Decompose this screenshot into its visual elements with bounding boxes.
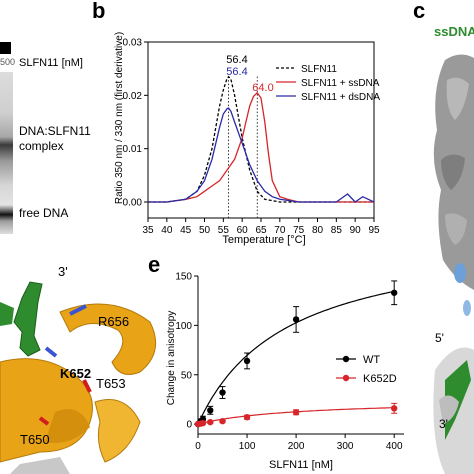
melt-legend-label: SLFN11 + dsDNA [301, 92, 380, 103]
melt-chart: 35 40 45 50 55 60 65 70 75 80 85 90 95 0.00 0.01 0.02 0.… [114, 32, 380, 246]
melt-chart-ytick-label: 0.03 [123, 38, 143, 49]
anisotropy-point [390, 289, 398, 296]
melt-chart-xtick-label: 70 [274, 225, 286, 236]
melt-legend-label: SLFN11 [301, 64, 337, 75]
melt-chart-ytick-label: 0.00 [123, 198, 143, 209]
panel-c-title: ssDNA [434, 24, 474, 39]
complex-label-1: DNA:SLFN11 [19, 124, 91, 138]
anisotropy-xtick-label: 200 [288, 441, 305, 452]
dna-5prime-label: 5' [435, 331, 444, 345]
melt-chart-xtick-label: 35 [142, 225, 154, 236]
peak-label-ssdna: 64.0 [252, 82, 273, 94]
residue-t650: T650 [20, 432, 50, 447]
dna-3prime-label-c: 3' [439, 417, 448, 431]
anisotropy-chart: 0 100 200 300 400 0 50 100 150 WT K652D SLFN11 [n… [166, 272, 404, 471]
gel-lane-bar [0, 42, 11, 54]
structure-closeup: 3' R656 K652 T653 T650 [0, 264, 157, 474]
melt-chart-xtick-label: 45 [180, 225, 192, 236]
anisotropy-xtick-label: 100 [239, 441, 256, 452]
anisotropy-point [390, 405, 398, 412]
free-dna-label: free DNA [19, 206, 69, 220]
melt-chart-xtick-label: 60 [237, 225, 249, 236]
anisotropy-point [292, 316, 300, 323]
residue-r656: R656 [98, 314, 129, 329]
melt-chart-ylabel: Ratio 350 nm / 330 nm (first derivative) [114, 32, 125, 204]
peak-label-slfn11: 56.4 [226, 54, 247, 66]
anisotropy-point [292, 409, 300, 416]
melt-series-2 [148, 107, 375, 203]
gel-lane-label: 500 [0, 57, 16, 67]
panel-c-letter: c [413, 0, 426, 23]
dna-3prime-label-d: 3' [58, 264, 68, 279]
melt-chart-xtick-label: 40 [161, 225, 173, 236]
anisotropy-point [219, 417, 226, 425]
anisotropy-xtick-label: 0 [195, 441, 201, 452]
melt-chart-ytick-label: 0.01 [123, 144, 143, 155]
panel-e-letter: e [148, 252, 161, 277]
anisotropy-point [207, 407, 214, 414]
melt-chart-xtick-label: 55 [218, 225, 230, 236]
cryo-em-density: 5' 3' [433, 54, 474, 474]
residue-t653: T653 [96, 376, 126, 391]
anisotropy-chart-ylabel: Change in anisotropy [166, 311, 177, 406]
concentration-label: SLFN11 [nM] [19, 57, 83, 69]
melt-chart-xtick-label: 90 [350, 225, 362, 236]
anisotropy-point [243, 357, 251, 365]
melt-chart-xtick-label: 50 [199, 225, 211, 236]
anisotropy-legend-marker [342, 374, 350, 382]
melt-chart-xtick-label: 75 [293, 225, 305, 236]
melt-chart-xtick-label: 65 [255, 225, 267, 236]
melt-chart-xlabel: Temperature [°C] [222, 234, 305, 246]
anisotropy-legend-label: K652D [363, 373, 397, 385]
anisotropy-xtick-label: 300 [337, 441, 354, 452]
anisotropy-legend-label: WT [363, 354, 380, 366]
melt-chart-ytick-label: 0.02 [123, 91, 143, 102]
complex-label-2: complex [19, 139, 64, 153]
anisotropy-ytick-label: 150 [175, 272, 192, 283]
anisotropy-point [243, 414, 251, 421]
gel-image [0, 72, 13, 234]
peak-label-dsdna: 56.4 [226, 66, 247, 78]
anisotropy-point [219, 389, 226, 396]
melt-chart-xtick-label: 85 [331, 225, 343, 236]
residue-k652: K652 [60, 366, 91, 381]
melt-chart-xtick-label: 80 [312, 225, 324, 236]
melt-chart-frame [147, 41, 375, 219]
anisotropy-legend-marker [342, 355, 350, 363]
panel-b-letter: b [92, 0, 106, 23]
anisotropy-point [207, 418, 214, 426]
anisotropy-ytick-label: 50 [181, 370, 193, 381]
melt-series-0 [148, 75, 374, 203]
anisotropy-point [199, 419, 207, 427]
anisotropy-ytick-label: 0 [186, 420, 192, 431]
anisotropy-ytick-label: 100 [175, 321, 192, 332]
anisotropy-chart-xlabel: SLFN11 [nM] [269, 459, 333, 471]
melt-legend-label: SLFN11 + ssDNA [301, 78, 380, 89]
melt-chart-xtick-label: 95 [368, 225, 380, 236]
anisotropy-xtick-label: 400 [386, 441, 403, 452]
